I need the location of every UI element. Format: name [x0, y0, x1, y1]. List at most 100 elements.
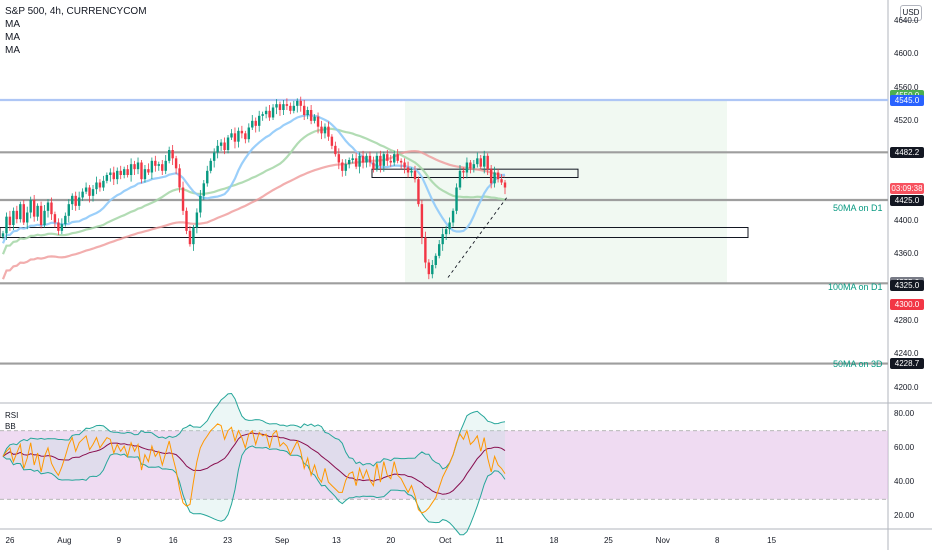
- candle[interactable]: [458, 170, 462, 188]
- candle[interactable]: [233, 133, 237, 142]
- bb-mid-line[interactable]: [2, 432, 506, 495]
- candle[interactable]: [50, 202, 53, 215]
- candle[interactable]: [164, 160, 167, 171]
- candle[interactable]: [209, 160, 212, 171]
- price-tag[interactable]: 4228.7: [890, 358, 924, 370]
- candle[interactable]: [60, 224, 64, 231]
- candle[interactable]: [254, 120, 257, 126]
- ma-mid-line[interactable]: [1, 127, 506, 255]
- candle[interactable]: [496, 172, 500, 180]
- candle[interactable]: [226, 137, 230, 151]
- candle[interactable]: [202, 183, 206, 196]
- candle[interactable]: [181, 187, 185, 211]
- candle[interactable]: [389, 160, 392, 163]
- candle[interactable]: [410, 170, 413, 173]
- price-tag[interactable]: 4325.0: [890, 280, 924, 292]
- candle[interactable]: [500, 179, 503, 183]
- candle[interactable]: [365, 155, 368, 163]
- candle[interactable]: [171, 150, 174, 159]
- currency-button[interactable]: USD: [900, 5, 922, 21]
- candle[interactable]: [1, 233, 5, 237]
- candle[interactable]: [309, 110, 313, 121]
- candle[interactable]: [64, 215, 67, 225]
- candle[interactable]: [188, 230, 192, 245]
- candle[interactable]: [351, 158, 354, 160]
- candle[interactable]: [230, 133, 233, 138]
- candle[interactable]: [67, 204, 70, 216]
- candle[interactable]: [271, 107, 275, 118]
- candle[interactable]: [503, 182, 507, 188]
- candle[interactable]: [174, 158, 178, 169]
- candle[interactable]: [109, 172, 112, 176]
- candle[interactable]: [341, 162, 344, 171]
- candle[interactable]: [431, 265, 434, 275]
- candle[interactable]: [375, 155, 379, 170]
- candle[interactable]: [289, 105, 292, 111]
- candle[interactable]: [219, 142, 223, 146]
- candle[interactable]: [323, 126, 327, 134]
- candle[interactable]: [95, 182, 98, 190]
- candle[interactable]: [386, 154, 389, 161]
- candle[interactable]: [195, 212, 199, 228]
- ma-fast-line[interactable]: [1, 113, 506, 244]
- candle[interactable]: [354, 158, 358, 167]
- candle[interactable]: [472, 164, 476, 169]
- candle[interactable]: [327, 126, 330, 137]
- candle[interactable]: [81, 191, 84, 198]
- candle[interactable]: [320, 126, 323, 134]
- candle[interactable]: [185, 210, 188, 231]
- candle[interactable]: [444, 229, 448, 235]
- candle[interactable]: [119, 170, 122, 175]
- trendline[interactable]: [447, 195, 509, 278]
- candle[interactable]: [479, 158, 482, 167]
- candle[interactable]: [29, 200, 32, 213]
- candle[interactable]: [212, 152, 216, 161]
- candle[interactable]: [334, 145, 337, 155]
- candle[interactable]: [150, 160, 154, 173]
- candle[interactable]: [403, 162, 406, 168]
- candle[interactable]: [39, 205, 43, 225]
- candle[interactable]: [296, 100, 299, 106]
- candle[interactable]: [261, 114, 264, 116]
- candle[interactable]: [434, 255, 437, 265]
- candle[interactable]: [22, 204, 25, 223]
- candle[interactable]: [465, 162, 469, 173]
- candle[interactable]: [147, 169, 150, 173]
- candle[interactable]: [206, 170, 209, 184]
- candle[interactable]: [154, 160, 157, 166]
- candle[interactable]: [427, 262, 431, 275]
- candle[interactable]: [53, 214, 57, 223]
- candle[interactable]: [251, 120, 254, 128]
- candle[interactable]: [337, 154, 341, 163]
- candle[interactable]: [489, 169, 493, 184]
- candle[interactable]: [77, 197, 81, 206]
- price-tag[interactable]: 4482.2: [890, 146, 924, 158]
- candle[interactable]: [216, 145, 219, 153]
- price-tag[interactable]: 4425.0: [890, 194, 924, 206]
- candle[interactable]: [88, 187, 91, 196]
- candle[interactable]: [299, 100, 302, 106]
- candle[interactable]: [102, 180, 105, 188]
- price-tag[interactable]: 4545.0: [890, 94, 924, 106]
- candle[interactable]: [302, 105, 306, 115]
- candle[interactable]: [129, 164, 133, 175]
- candle[interactable]: [441, 234, 444, 245]
- candle[interactable]: [455, 187, 458, 211]
- candle[interactable]: [12, 210, 15, 225]
- candle[interactable]: [448, 222, 451, 230]
- indicator-ma-3[interactable]: MA: [5, 45, 20, 56]
- candle[interactable]: [199, 195, 202, 213]
- candle[interactable]: [493, 172, 496, 184]
- candle[interactable]: [112, 172, 115, 180]
- candle[interactable]: [368, 155, 372, 163]
- candle[interactable]: [105, 175, 109, 181]
- candle[interactable]: [71, 195, 74, 205]
- candle[interactable]: [36, 205, 39, 217]
- candle[interactable]: [15, 210, 19, 220]
- candle[interactable]: [257, 115, 261, 126]
- candle[interactable]: [5, 216, 8, 234]
- candle[interactable]: [264, 110, 268, 115]
- candle[interactable]: [379, 155, 382, 166]
- candle[interactable]: [483, 155, 486, 167]
- candle[interactable]: [413, 170, 417, 180]
